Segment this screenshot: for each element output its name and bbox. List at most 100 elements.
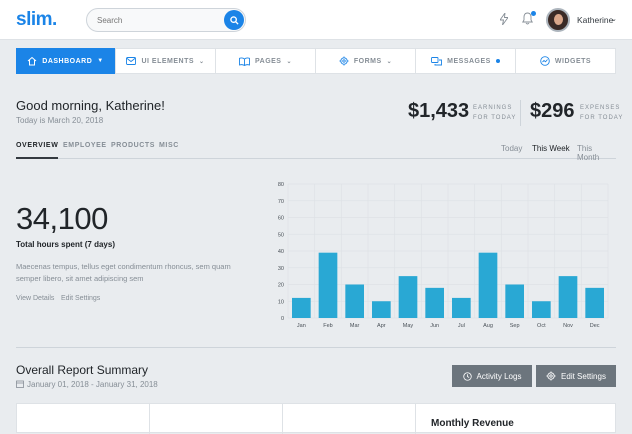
y-tick-label: 50 bbox=[278, 232, 284, 238]
nav-item-forms[interactable]: FORMS ⌄ bbox=[316, 49, 416, 73]
nav-item-label: PAGES bbox=[254, 57, 282, 65]
report-title: Overall Report Summary bbox=[16, 363, 149, 377]
report-cards: Monthly Revenue bbox=[16, 403, 616, 434]
chevron-down-icon: ⌄ bbox=[286, 58, 293, 65]
x-tick-label: Aug bbox=[483, 323, 493, 329]
mail-icon bbox=[126, 57, 137, 65]
earnings-label-line: EARNINGS bbox=[473, 105, 513, 111]
gear-icon bbox=[339, 56, 349, 66]
total-hours-value: 34,100 bbox=[16, 201, 108, 236]
chevron-down-icon: ⌄ bbox=[199, 58, 205, 65]
nav-item-label: MESSAGES bbox=[447, 57, 491, 65]
period-this-week[interactable]: This Week bbox=[532, 144, 570, 153]
bolt-icon[interactable] bbox=[500, 13, 508, 25]
main-nav: DASHBOARD ▼ UI ELEMENTS ⌄ PAGES ⌄ FORMS … bbox=[16, 48, 616, 74]
chevron-down-icon: ⌄ bbox=[386, 58, 393, 65]
chart-bar bbox=[478, 252, 498, 318]
y-tick-label: 60 bbox=[278, 216, 284, 222]
expenses-value: $296 bbox=[530, 100, 575, 122]
search-button[interactable] bbox=[224, 10, 244, 30]
nav-item-dashboard[interactable]: DASHBOARD ▼ bbox=[16, 48, 116, 74]
today-date: Today is March 20, 2018 bbox=[16, 116, 104, 125]
x-tick-label: Sep bbox=[510, 323, 520, 329]
chart-bar bbox=[585, 287, 604, 318]
avatar[interactable] bbox=[546, 8, 570, 32]
y-tick-label: 80 bbox=[278, 182, 284, 188]
top-header: slim. Katherine ⌄ bbox=[0, 0, 632, 40]
stats-description: Maecenas tempus, tellus eget condimentum… bbox=[16, 262, 231, 283]
notification-dot bbox=[531, 11, 536, 16]
period-this-month[interactable]: This Month bbox=[577, 144, 600, 162]
calendar-icon bbox=[16, 380, 24, 388]
nav-item-messages[interactable]: MESSAGES bbox=[416, 49, 516, 73]
chat-icon bbox=[431, 56, 443, 65]
nav-item-ui-elements[interactable]: UI ELEMENTS ⌄ bbox=[116, 49, 216, 73]
divider bbox=[520, 100, 521, 126]
activity-logs-button[interactable]: Activity Logs bbox=[452, 365, 532, 387]
book-icon bbox=[239, 57, 250, 66]
tab-employee[interactable]: EMPLOYEE bbox=[63, 142, 107, 149]
nav-item-label: DASHBOARD bbox=[42, 57, 93, 65]
nav-item-label: FORMS bbox=[353, 57, 382, 65]
clock-icon bbox=[462, 371, 472, 381]
chevron-down-icon[interactable]: ⌄ bbox=[611, 16, 617, 23]
chart-bar bbox=[532, 301, 551, 318]
y-tick-label: 30 bbox=[278, 266, 284, 272]
chart-bar bbox=[452, 297, 471, 318]
earnings-label: EARNINGS FOR TODAY bbox=[473, 103, 516, 123]
search-box[interactable] bbox=[86, 8, 246, 32]
edit-settings-label: Edit Settings bbox=[561, 371, 606, 381]
x-tick-label: Feb bbox=[323, 323, 332, 329]
nav-item-widgets[interactable]: WIDGETS bbox=[516, 49, 615, 73]
unread-dot bbox=[495, 59, 500, 63]
expenses-label-line: FOR TODAY bbox=[580, 115, 624, 121]
tab-bar: OVERVIEW EMPLOYEE PRODUCTS MISC Today Th… bbox=[16, 142, 616, 162]
x-tick-label: Nov bbox=[563, 323, 573, 329]
view-details-link[interactable]: View Details bbox=[16, 295, 55, 302]
tab-products[interactable]: PRODUCTS bbox=[111, 142, 156, 149]
gear-icon bbox=[546, 371, 556, 381]
edit-settings-button[interactable]: Edit Settings bbox=[536, 365, 616, 387]
period-today[interactable]: Today bbox=[501, 144, 523, 153]
search-icon bbox=[229, 15, 239, 25]
expenses-label-line: EXPENSES bbox=[580, 105, 621, 111]
x-tick-label: Jul bbox=[458, 323, 465, 329]
greeting-title: Good morning, Katherine! bbox=[16, 98, 165, 113]
tab-misc[interactable]: MISC bbox=[159, 142, 179, 149]
x-tick-label: Jan bbox=[297, 323, 306, 329]
chart-bar bbox=[345, 284, 364, 318]
card-divider bbox=[415, 404, 416, 434]
chevron-down-icon: ▼ bbox=[97, 58, 104, 64]
bell-icon[interactable] bbox=[522, 12, 533, 25]
nav-item-label: UI ELEMENTS bbox=[141, 57, 195, 65]
x-tick-label: May bbox=[403, 323, 414, 329]
app-logo[interactable]: slim. bbox=[16, 9, 57, 30]
user-name[interactable]: Katherine bbox=[577, 15, 614, 25]
search-input[interactable] bbox=[97, 13, 217, 28]
earnings-label-line: FOR TODAY bbox=[473, 115, 517, 121]
chart-bar bbox=[425, 287, 444, 318]
card-divider bbox=[282, 404, 283, 434]
nav-item-label: WIDGETS bbox=[554, 57, 592, 65]
y-tick-label: 20 bbox=[278, 283, 284, 289]
y-tick-label: 10 bbox=[278, 299, 284, 305]
earnings-value: $1,433 bbox=[408, 100, 470, 122]
chart-bar bbox=[505, 284, 524, 318]
hours-bar-chart: 0 10 20 30 40 50 60 70 80 Jan Feb Mar Apr May Jun Jul Au… bbox=[278, 182, 609, 329]
x-tick-label: Jun bbox=[430, 323, 439, 329]
report-date-range: January 01, 2018 - January 31, 2018 bbox=[27, 380, 158, 389]
edit-settings-link[interactable]: Edit Settings bbox=[61, 295, 101, 302]
gauge-icon bbox=[540, 56, 550, 66]
nav-item-pages[interactable]: PAGES ⌄ bbox=[216, 49, 316, 73]
activity-logs-label: Activity Logs bbox=[476, 371, 522, 381]
total-hours-label: Total hours spent (7 days) bbox=[16, 240, 115, 249]
home-icon bbox=[27, 56, 37, 66]
chart-bar bbox=[558, 276, 578, 318]
y-tick-label: 40 bbox=[278, 249, 284, 255]
chart-bar bbox=[318, 252, 338, 318]
chart-bar bbox=[372, 301, 391, 318]
tab-overview[interactable]: OVERVIEW bbox=[16, 142, 59, 159]
x-tick-label: Oct bbox=[537, 323, 546, 329]
chart-bar bbox=[398, 276, 418, 318]
section-divider bbox=[16, 347, 616, 348]
